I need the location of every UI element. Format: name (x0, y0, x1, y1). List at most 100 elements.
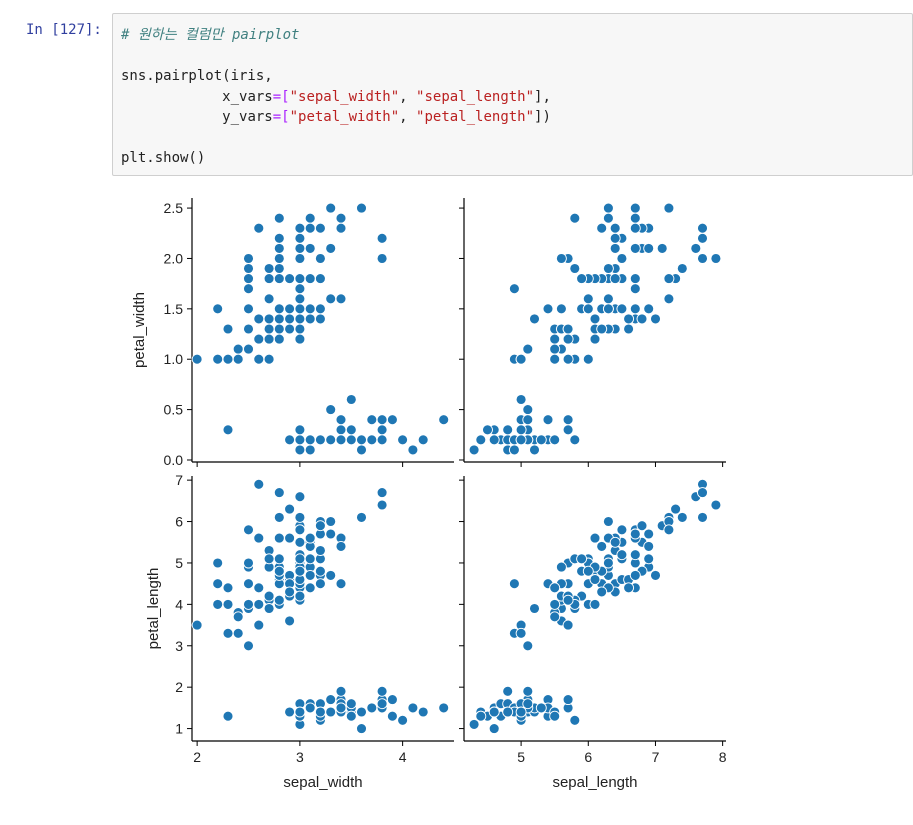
scatter-point (376, 685, 388, 697)
x-axis-label: sepal_width (283, 774, 362, 791)
scatter-point (273, 594, 285, 606)
scatter-point (629, 528, 641, 540)
scatter-point (549, 611, 561, 623)
scatter-point (325, 516, 337, 527)
scatter-point (345, 698, 357, 710)
scatter-point (542, 414, 554, 426)
ytick-label: 1.0 (164, 351, 184, 367)
scatter-point (294, 511, 306, 523)
scatter-point (502, 685, 514, 697)
scatter-point (515, 353, 527, 365)
scatter-point (643, 553, 655, 565)
scatter-point (243, 578, 254, 590)
code-x-sep: , (399, 88, 417, 105)
scatter-point (191, 619, 203, 631)
scatter-point (535, 702, 547, 714)
scatter-point (623, 313, 635, 325)
scatter-point (273, 212, 285, 224)
xtick-label: 6 (584, 749, 592, 765)
scatter-point (616, 253, 628, 264)
scatter-point (663, 293, 675, 305)
scatter-point (325, 293, 337, 305)
scatter-point (263, 323, 275, 335)
scatter-point (294, 333, 306, 345)
scatter-point (294, 293, 306, 305)
scatter-point (314, 565, 326, 577)
scatter-point (522, 640, 534, 652)
scatter-point (314, 313, 326, 325)
scatter-point (643, 303, 655, 315)
ytick-label: 3 (175, 638, 183, 654)
scatter-point (284, 273, 296, 285)
scatter-point (314, 253, 326, 264)
xtick-label: 7 (652, 749, 660, 765)
scatter-point (376, 698, 388, 710)
scatter-point (294, 706, 306, 718)
scatter-point (670, 503, 682, 515)
scatter-point (482, 424, 493, 436)
scatter-point (602, 293, 614, 305)
scatter-point (569, 263, 581, 274)
scatter-point (304, 222, 316, 234)
scatter-point (243, 273, 254, 285)
scatter-point (325, 404, 337, 416)
scatter-point (609, 273, 621, 285)
scatter-point (623, 582, 635, 594)
ytick-label: 2.0 (164, 250, 184, 266)
ytick-label: 6 (175, 514, 183, 530)
scatter-point (386, 710, 398, 722)
code-y-eq: =[ (272, 109, 290, 125)
ytick-label: 7 (175, 472, 183, 488)
scatter-point (602, 516, 614, 527)
scatter-point (529, 444, 540, 456)
code-x-str2: "sepal_length" (416, 88, 535, 105)
scatter-point (243, 263, 254, 274)
xtick-label: 2 (193, 749, 201, 765)
scatter-point (294, 303, 306, 315)
scatter-point (314, 434, 326, 446)
code-line-show: plt.show() (121, 150, 206, 166)
scatter-point (629, 242, 641, 254)
scatter-point (335, 434, 347, 446)
scatter-point (263, 293, 275, 305)
scatter-point (629, 569, 641, 581)
scatter-point (222, 323, 234, 335)
ytick-label: 0.0 (164, 452, 184, 468)
scatter-point (376, 232, 388, 244)
scatter-point (335, 702, 347, 714)
scatter-point (562, 323, 574, 335)
scatter-point (542, 303, 554, 315)
scatter-point (417, 706, 429, 718)
scatter-point (438, 702, 450, 714)
code-x-kw: x_vars (222, 88, 273, 105)
scatter-point (656, 242, 668, 254)
scatter-point (468, 444, 480, 456)
scatter-point (222, 582, 234, 594)
scatter-point (589, 598, 601, 610)
scatter-point (602, 202, 614, 214)
scatter-point (314, 303, 326, 315)
code-line-call: sns.pairplot(iris, (121, 68, 273, 84)
scatter-point (609, 232, 621, 244)
scatter-point (475, 710, 487, 722)
scatter-point (609, 242, 621, 254)
scatter-point (549, 582, 561, 594)
scatter-point (294, 553, 306, 565)
scatter-point (273, 242, 285, 254)
scatter-point (555, 303, 567, 315)
scatter-point (304, 444, 316, 456)
scatter-point (562, 619, 574, 631)
scatter-point (366, 414, 378, 426)
scatter-point (335, 540, 347, 552)
code-editor[interactable]: # 원하는 컬럼만 pairplot sns.pairplot(iris, x_… (121, 25, 551, 169)
scatter-point (212, 598, 224, 610)
code-cell[interactable]: # 원하는 컬럼만 pairplot sns.pairplot(iris, x_… (112, 13, 913, 176)
scatter-point (562, 424, 574, 436)
scatter-point (549, 710, 561, 722)
scatter-point (522, 414, 534, 426)
xtick-label: 8 (719, 749, 727, 765)
scatter-point (697, 487, 708, 499)
scatter-point (636, 313, 648, 325)
scatter-point (243, 323, 254, 335)
scatter-point (589, 574, 601, 585)
